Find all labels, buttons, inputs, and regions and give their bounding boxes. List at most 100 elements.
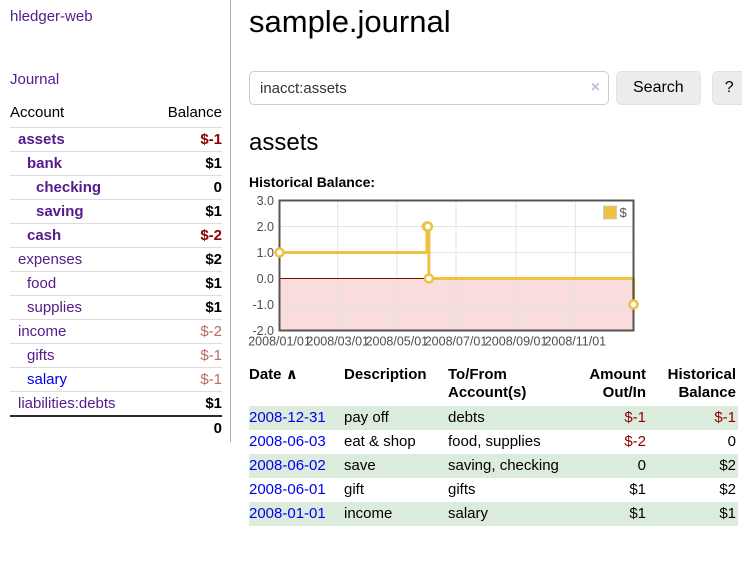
transaction-accounts: salary <box>448 505 489 522</box>
sort-asc-icon: ∧ <box>285 366 298 383</box>
account-balance: $-1 <box>200 347 222 364</box>
search-button[interactable]: Search <box>616 71 701 105</box>
transaction-balance: 0 <box>727 433 736 450</box>
transaction-description: gift <box>344 481 365 498</box>
account-link-saving[interactable]: saving <box>36 203 84 220</box>
account-balance: $-2 <box>200 323 222 340</box>
transaction-accounts: debts <box>448 409 485 426</box>
account-link-liabilities-debts[interactable]: liabilities:debts <box>18 395 116 412</box>
svg-text:2008/05/01: 2008/05/01 <box>366 335 429 349</box>
clear-search-icon[interactable]: × <box>590 79 600 96</box>
svg-text:2008/03/01: 2008/03/01 <box>306 335 369 349</box>
search-input[interactable] <box>249 71 609 105</box>
svg-text:2008/09/01: 2008/09/01 <box>485 335 548 349</box>
account-balance: $1 <box>205 203 222 220</box>
search-form: × Search ? <box>249 71 742 105</box>
account-row: salary $-1 <box>10 367 222 392</box>
account-column-header: Account <box>10 104 65 121</box>
transaction-row: 2008-12-31 pay off debts $-1 $-1 <box>249 406 738 430</box>
account-link-food[interactable]: food <box>27 275 57 292</box>
transaction-balance: $2 <box>719 457 736 474</box>
accounts-table-header: Account Balance <box>10 100 222 128</box>
svg-text:2008/01/01: 2008/01/01 <box>248 335 311 349</box>
transaction-date-link[interactable]: 2008-06-01 <box>249 481 326 498</box>
balance-column-header: Balance <box>167 104 222 121</box>
account-link-supplies[interactable]: supplies <box>27 299 83 316</box>
account-row: food $1 <box>10 271 222 296</box>
account-row: assets $-1 <box>10 127 222 152</box>
transaction-date-link[interactable]: 2008-06-02 <box>249 457 326 474</box>
transaction-description: pay off <box>344 409 389 426</box>
account-balance: $1 <box>205 395 222 412</box>
account-link-checking[interactable]: checking <box>36 179 102 196</box>
transaction-amount: 0 <box>637 457 646 474</box>
transaction-amount: $-2 <box>624 433 646 450</box>
svg-text:-1.0: -1.0 <box>252 298 274 312</box>
historical-balance-chart: $3.0 2.0 1.0 0.0 -1.0 -2.0 2008/01/01 2008/03/0… <box>248 194 742 354</box>
description-column-header: Description <box>344 366 427 383</box>
accounts-total-row: 0 <box>10 416 222 440</box>
svg-text:3.0: 3.0 <box>257 194 274 208</box>
account-link-cash[interactable]: cash <box>27 227 62 244</box>
balance-column-header: Historical Balance <box>667 366 736 401</box>
account-heading: assets <box>249 129 319 156</box>
sidebar-item-journal[interactable]: Journal <box>10 71 60 88</box>
account-link-expenses[interactable]: expenses <box>18 251 83 268</box>
transaction-accounts: saving, checking <box>448 457 559 474</box>
transaction-row: 2008-06-03 eat & shop food, supplies $-2… <box>249 430 738 454</box>
account-link-assets[interactable]: assets <box>18 131 65 148</box>
account-balance: $-1 <box>200 131 222 148</box>
transaction-row: 2008-06-02 save saving, checking 0 $2 <box>249 454 738 478</box>
account-row: checking 0 <box>10 175 222 200</box>
transaction-accounts: food, supplies <box>448 433 541 450</box>
transaction-date-link[interactable]: 2008-12-31 <box>249 409 326 426</box>
account-balance: $1 <box>205 299 222 316</box>
page-title: sample.journal <box>249 4 451 39</box>
register-table: Date ∧ Description To/From Account(s) Am… <box>249 364 738 526</box>
chart-label: Historical Balance: <box>249 174 376 190</box>
account-row: bank $1 <box>10 151 222 176</box>
svg-text:$: $ <box>620 205 628 220</box>
account-link-bank[interactable]: bank <box>27 155 63 172</box>
svg-text:2008/07/01: 2008/07/01 <box>425 335 488 349</box>
help-button[interactable]: ? <box>711 71 742 105</box>
transaction-row: 2008-06-01 gift gifts $1 $2 <box>249 478 738 502</box>
account-link-income[interactable]: income <box>18 323 67 340</box>
account-row: liabilities:debts $1 <box>10 391 222 417</box>
account-row: gifts $-1 <box>10 343 222 368</box>
transaction-date-link[interactable]: 2008-06-03 <box>249 433 326 450</box>
accounts-table: Account Balance assets $-1 bank $1 check… <box>10 100 222 440</box>
account-link-gifts[interactable]: gifts <box>27 347 55 364</box>
account-balance: $1 <box>205 155 222 172</box>
transaction-amount: $-1 <box>624 409 646 426</box>
account-link-salary[interactable]: salary <box>27 371 68 388</box>
chart-canvas: $3.0 2.0 1.0 0.0 -1.0 -2.02008/01/012008/03/0… <box>248 194 639 349</box>
transaction-description: save <box>344 457 376 474</box>
date-column-header[interactable]: Date ∧ <box>249 366 298 383</box>
transaction-balance: $-1 <box>714 409 736 426</box>
page: hledger-web Journal Account Balance asse… <box>0 0 742 526</box>
svg-text:-2.0: -2.0 <box>252 324 274 338</box>
svg-text:2008/11/01: 2008/11/01 <box>544 335 606 349</box>
register-header-row: Date ∧ Description To/From Account(s) Am… <box>249 364 738 406</box>
transaction-row: 2008-01-01 income salary $1 $1 <box>249 502 738 526</box>
account-row: expenses $2 <box>10 247 222 272</box>
account-balance: 0 <box>213 179 222 196</box>
svg-text:1.0: 1.0 <box>257 246 274 260</box>
transaction-accounts: gifts <box>448 481 476 498</box>
account-row: supplies $1 <box>10 295 222 320</box>
account-row: saving $1 <box>10 199 222 224</box>
amount-column-header: Amount Out/In <box>589 366 646 401</box>
transaction-amount: $1 <box>629 481 646 498</box>
app-title-link[interactable]: hledger-web <box>10 8 93 25</box>
main-content: sample.journal × Search ? assets Histori… <box>231 0 742 526</box>
transaction-description: eat & shop <box>344 433 416 450</box>
account-row: cash $-2 <box>10 223 222 248</box>
accounts-total-balance: 0 <box>213 420 222 437</box>
transaction-description: income <box>344 505 393 522</box>
account-balance: $1 <box>205 275 222 292</box>
transaction-balance: $1 <box>719 505 736 522</box>
transaction-date-link[interactable]: 2008-01-01 <box>249 505 326 522</box>
sidebar: hledger-web Journal Account Balance asse… <box>0 0 231 442</box>
svg-text:2.0: 2.0 <box>257 220 274 234</box>
